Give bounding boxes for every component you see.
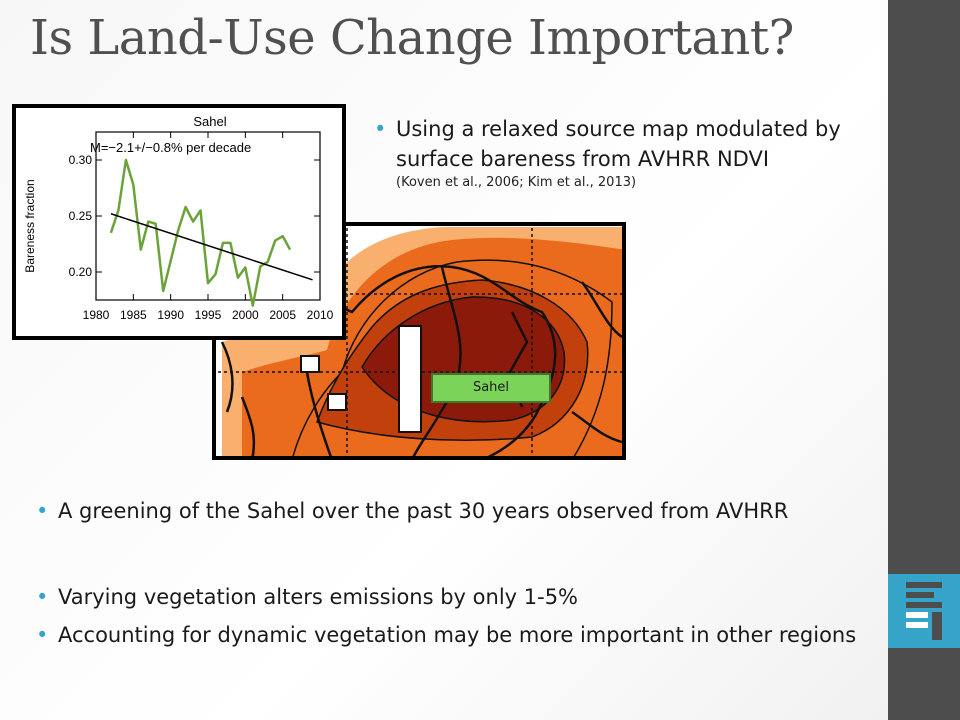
bullet-text: Accounting for dynamic vegetation may be…	[58, 623, 857, 647]
station-marker	[300, 355, 320, 373]
y-tick-label: 0.20	[69, 265, 93, 279]
citation: (Koven et al., 2006; Kim et al., 2013)	[396, 175, 637, 190]
sahel-label: Sahel	[431, 373, 551, 403]
bullet-item: Using a relaxed source map modulated by …	[372, 114, 882, 192]
bullet-list-top: Using a relaxed source map modulated by …	[372, 114, 882, 192]
bullet-item: Varying vegetation alters emissions by o…	[34, 582, 884, 612]
coastline-east	[571, 281, 622, 444]
slide-title: Is Land-Use Change Important?	[30, 10, 794, 66]
bullet-text: Using a relaxed source map modulated by …	[396, 117, 841, 171]
bullet-item: A greening of the Sahel over the past 30…	[34, 496, 884, 526]
bullet-text: Varying vegetation alters emissions by o…	[58, 585, 579, 609]
chart-annotation: M=−2.1+/−0.8% per decade	[90, 140, 251, 155]
bullet-item: Accounting for dynamic vegetation may be…	[34, 620, 884, 650]
coastline-west	[220, 341, 332, 456]
region-bar	[398, 325, 422, 433]
logo-badge	[888, 574, 960, 648]
bareness-chart: Sahel M=−2.1+/−0.8% per decade Bareness …	[12, 104, 346, 340]
bullet-text: A greening of the Sahel over the past 30…	[58, 499, 789, 523]
x-tick-label: 2005	[269, 308, 296, 322]
chart-title: Sahel	[193, 114, 226, 129]
x-tick-label: 1990	[157, 308, 184, 322]
x-tick-label: 1980	[83, 308, 110, 322]
chart-ylabel: Bareness fraction	[23, 179, 37, 272]
y-tick-label: 0.25	[69, 209, 93, 223]
bullet-list-middle: A greening of the Sahel over the past 30…	[34, 496, 884, 526]
y-tick-label: 0.30	[69, 153, 93, 167]
x-tick-label: 1985	[120, 308, 147, 322]
x-tick-label: 1995	[195, 308, 222, 322]
logo-icon	[906, 582, 942, 640]
trend-line	[110, 213, 313, 281]
station-marker	[327, 393, 347, 411]
bullet-list-bottom: Varying vegetation alters emissions by o…	[34, 582, 884, 658]
x-tick-label: 2000	[232, 308, 259, 322]
series-line	[109, 158, 292, 307]
x-tick-label: 2010	[307, 308, 334, 322]
